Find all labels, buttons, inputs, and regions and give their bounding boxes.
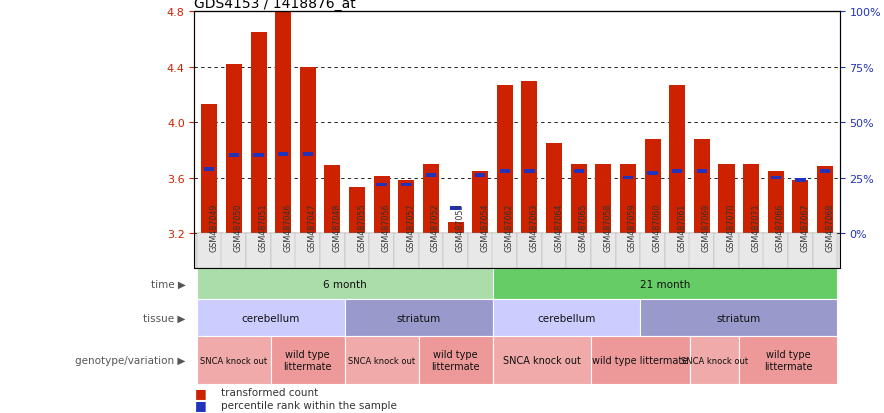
Text: GSM487071: GSM487071	[751, 202, 760, 251]
Text: GSM487069: GSM487069	[702, 202, 711, 251]
Text: GSM487070: GSM487070	[727, 202, 735, 251]
Bar	[622, 176, 633, 180]
Text: striatum: striatum	[397, 313, 441, 323]
Bar	[768, 171, 784, 233]
Bar	[349, 188, 365, 233]
Text: GSM487060: GSM487060	[652, 203, 661, 251]
Text: GSM487065: GSM487065	[579, 202, 588, 251]
Bar	[229, 154, 239, 158]
Bar	[423, 164, 439, 233]
Text: GSM487050: GSM487050	[234, 202, 243, 251]
Bar	[204, 168, 215, 172]
Text: GSM487064: GSM487064	[554, 203, 563, 251]
Text: GSM487052: GSM487052	[431, 202, 440, 251]
Bar	[472, 171, 488, 233]
Text: GSM487051: GSM487051	[258, 202, 268, 251]
Text: 21 month: 21 month	[640, 279, 690, 289]
Bar	[374, 177, 390, 233]
Text: GSM487066: GSM487066	[776, 203, 785, 251]
Bar	[574, 169, 584, 173]
Bar	[697, 169, 707, 173]
Text: wild type
littermate: wild type littermate	[431, 349, 480, 371]
Bar	[792, 181, 808, 233]
Bar	[817, 167, 833, 233]
Bar	[324, 166, 340, 233]
Bar	[302, 153, 313, 157]
Bar	[475, 173, 485, 177]
Bar	[399, 181, 415, 233]
Bar	[202, 105, 217, 233]
Bar	[524, 169, 535, 173]
Text: ■: ■	[194, 386, 206, 399]
Bar	[771, 176, 781, 180]
Bar	[254, 154, 263, 158]
Bar	[694, 140, 710, 233]
Bar	[401, 183, 412, 187]
Bar	[278, 153, 288, 157]
Bar	[620, 164, 636, 233]
Text: wild type littermate: wild type littermate	[592, 355, 689, 366]
Text: GSM487068: GSM487068	[825, 203, 834, 251]
Bar	[499, 169, 510, 173]
Text: GSM487047: GSM487047	[308, 202, 316, 251]
Text: GSM487056: GSM487056	[382, 202, 391, 251]
Bar	[226, 65, 242, 233]
Bar	[819, 169, 830, 173]
Text: 6 month: 6 month	[323, 279, 367, 289]
Bar	[426, 173, 436, 177]
Text: percentile rank within the sample: percentile rank within the sample	[221, 400, 397, 410]
Text: SNCA knock out: SNCA knock out	[681, 356, 748, 365]
Bar	[300, 68, 316, 233]
Bar	[546, 144, 562, 233]
Text: GSM487059: GSM487059	[628, 202, 637, 251]
Bar	[719, 164, 735, 233]
Text: SNCA knock out: SNCA knock out	[348, 356, 415, 365]
Text: genotype/variation ▶: genotype/variation ▶	[75, 355, 186, 366]
Text: wild type
littermate: wild type littermate	[284, 349, 332, 371]
Text: GSM487063: GSM487063	[530, 203, 538, 251]
Text: SNCA knock out: SNCA knock out	[201, 356, 268, 365]
Text: GSM487054: GSM487054	[480, 202, 489, 251]
Text: GDS4153 / 1418876_at: GDS4153 / 1418876_at	[194, 0, 356, 12]
Bar	[497, 85, 513, 233]
Bar	[669, 85, 685, 233]
Text: GSM487046: GSM487046	[283, 203, 292, 251]
Text: wild type
littermate: wild type littermate	[764, 349, 812, 371]
Text: GSM487061: GSM487061	[677, 203, 686, 251]
Text: cerebellum: cerebellum	[537, 313, 596, 323]
Text: GSM487067: GSM487067	[800, 202, 810, 251]
Text: transformed count: transformed count	[221, 387, 318, 397]
Text: GSM487062: GSM487062	[505, 202, 514, 251]
Bar	[595, 164, 612, 233]
Bar	[275, 12, 291, 233]
Text: GSM487048: GSM487048	[332, 203, 341, 251]
Text: GSM487049: GSM487049	[210, 202, 218, 251]
Bar	[450, 206, 461, 210]
Text: GSM487055: GSM487055	[357, 202, 366, 251]
Bar	[250, 33, 266, 233]
Bar	[571, 164, 587, 233]
Bar	[644, 140, 660, 233]
Text: GSM487057: GSM487057	[407, 202, 415, 251]
Bar	[647, 172, 658, 176]
Bar	[377, 183, 387, 187]
Bar	[447, 222, 463, 233]
Text: GSM487053: GSM487053	[455, 202, 465, 251]
Text: cerebellum: cerebellum	[241, 313, 300, 323]
Bar	[796, 179, 805, 183]
Bar	[672, 169, 682, 173]
Text: ■: ■	[194, 399, 206, 411]
Text: striatum: striatum	[717, 313, 761, 323]
Text: SNCA knock out: SNCA knock out	[503, 355, 581, 366]
Text: time ▶: time ▶	[151, 279, 186, 289]
Text: tissue ▶: tissue ▶	[143, 313, 186, 323]
Text: GSM487058: GSM487058	[604, 202, 613, 251]
Bar	[522, 81, 537, 233]
Bar	[743, 164, 759, 233]
